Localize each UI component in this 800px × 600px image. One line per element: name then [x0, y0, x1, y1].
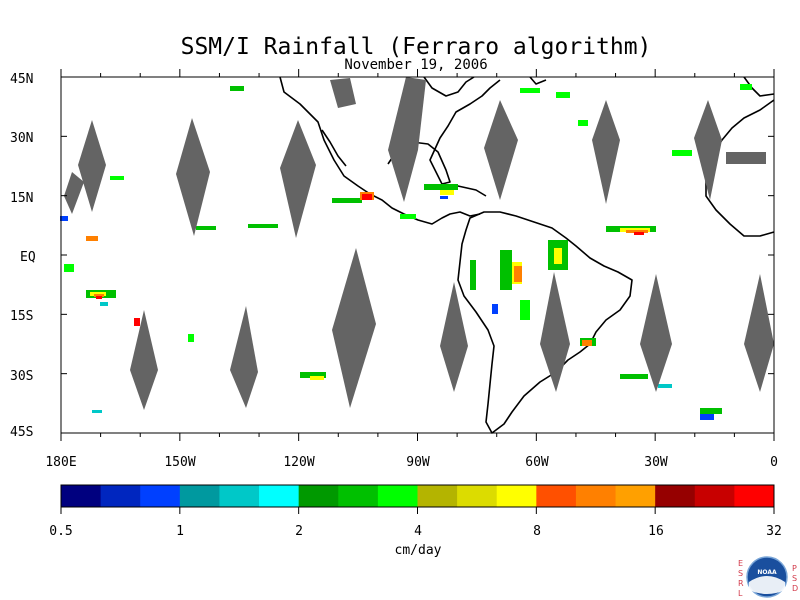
colorbar-swatch — [377, 485, 418, 507]
colorbar-tick-0: 0.5 — [49, 524, 72, 539]
latitude-labels: 45N 30N 15N EQ 15S 30S 45S — [10, 72, 36, 440]
lat-label-5: 30S — [10, 369, 33, 384]
colorbar-swatches — [61, 485, 775, 507]
lat-label-1: 30N — [10, 131, 33, 146]
colorbar-tick-1: 1 — [176, 524, 184, 539]
swath-5 — [388, 77, 426, 202]
swath-12 — [440, 282, 468, 392]
hudson-bay-coast — [423, 76, 475, 97]
colorbar-swatch — [496, 485, 537, 507]
colorbar-swatch — [179, 485, 220, 507]
lon-label-3: 90W — [406, 455, 430, 470]
lon-label-4: 60W — [525, 455, 549, 470]
colorbar-swatch — [100, 485, 141, 507]
map-title: SSM/I Rainfall (Ferraro algorithm) — [181, 34, 652, 60]
colorbar-swatch — [417, 485, 458, 507]
colorbar-swatch — [457, 485, 498, 507]
swath-9 — [130, 310, 158, 410]
lat-label-0: 45N — [10, 72, 33, 87]
map-subtitle: November 19, 2006 — [344, 57, 487, 73]
colorbar-swatch — [655, 485, 696, 507]
logo-letter-s: S — [738, 569, 743, 578]
noaa-gull-icon — [749, 576, 785, 594]
swath-11 — [332, 248, 376, 408]
colorbar-unit-label: cm/day — [395, 543, 442, 558]
missing-data-swaths — [64, 77, 774, 410]
colorbar-swatch — [298, 485, 339, 507]
colorbar-swatch — [694, 485, 735, 507]
lon-label-2: 120W — [283, 455, 314, 470]
lat-label-4: 15S — [10, 309, 33, 324]
logo-letter-p: P — [792, 564, 797, 573]
longitude-labels: 180E 150W 120W 90W 60W 30W 0 — [45, 455, 778, 470]
europe-coast — [743, 76, 775, 97]
lon-label-0: 180E — [45, 455, 76, 470]
colorbar-tick-4: 8 — [533, 524, 541, 539]
swath-1 — [78, 120, 106, 212]
greenland-coast — [529, 76, 547, 85]
lon-label-6: 0 — [770, 455, 778, 470]
lat-label-6: 45S — [10, 425, 33, 440]
colorbar-tick-2: 2 — [295, 524, 303, 539]
colorbar-tick-3: 4 — [414, 524, 422, 539]
logo-letter-e: E — [738, 559, 743, 568]
swath-2 — [64, 172, 84, 214]
colorbar-swatch — [219, 485, 260, 507]
rainfall-field — [60, 84, 752, 420]
colorbar-swatch — [536, 485, 577, 507]
colorbar-swatch — [259, 485, 300, 507]
logo-letter-s2: S — [792, 574, 797, 583]
lon-label-1: 150W — [164, 455, 195, 470]
logo-letter-d: D — [792, 584, 798, 593]
latitude-ticks — [61, 76, 774, 434]
swath-13 — [540, 272, 570, 392]
lat-label-2: 15N — [10, 191, 33, 206]
baja-california — [321, 129, 347, 167]
swath-15 — [744, 274, 774, 392]
agency-logo: E S R L P S D NOAA — [738, 556, 798, 598]
noaa-logo-text: NOAA — [757, 569, 777, 576]
colorbar-swatch — [615, 485, 656, 507]
swath-16 — [330, 78, 356, 108]
map-panel — [60, 69, 775, 441]
colorbar-swatch — [734, 485, 775, 507]
longitude-ticks — [60, 69, 775, 441]
logo-letter-r: R — [738, 579, 744, 588]
colorbar-tick-6: 32 — [766, 524, 782, 539]
swath-3 — [176, 118, 210, 236]
colorbar-swatch — [338, 485, 379, 507]
swath-10 — [230, 306, 258, 408]
swath-7 — [592, 100, 620, 204]
swath-6 — [484, 100, 518, 200]
colorbar: 0.5 1 2 4 8 16 32 cm/day — [49, 484, 782, 558]
swath-8 — [694, 100, 722, 200]
gulf-and-east-coast — [387, 79, 501, 185]
colorbar-swatch — [575, 485, 617, 507]
logo-letter-l: L — [738, 589, 743, 598]
swath-14 — [640, 274, 672, 392]
colorbar-tick-labels: 0.5 1 2 4 8 16 32 — [49, 524, 782, 539]
swath-17 — [726, 152, 766, 164]
north-america-coast — [279, 76, 481, 225]
colorbar-swatch — [140, 485, 181, 507]
lat-label-3: EQ — [20, 250, 36, 265]
colorbar-tick-5: 16 — [648, 524, 664, 539]
colorbar-swatch — [61, 485, 102, 507]
lon-label-5: 30W — [644, 455, 668, 470]
swath-4 — [280, 120, 316, 238]
